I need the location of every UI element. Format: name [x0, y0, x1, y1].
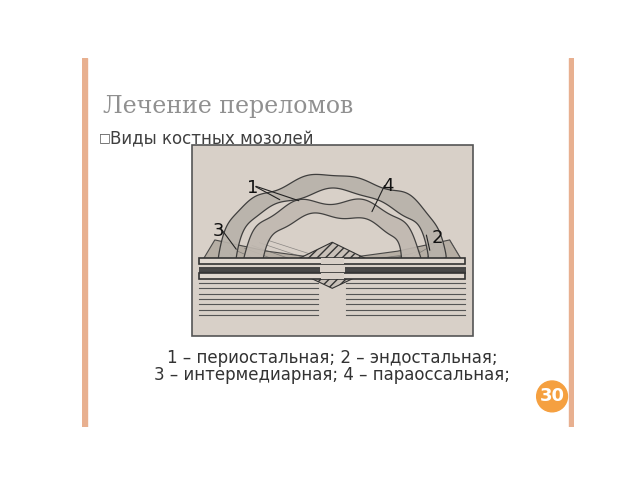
Text: 3 – интермедиарная; 4 – параоссальная;: 3 – интермедиарная; 4 – параоссальная;	[154, 366, 510, 384]
Bar	[82, 58, 87, 427]
Text: 4: 4	[382, 177, 394, 195]
Text: 30: 30	[540, 387, 564, 406]
Polygon shape	[298, 242, 367, 259]
Polygon shape	[218, 174, 446, 262]
Text: 3: 3	[212, 222, 224, 240]
Polygon shape	[339, 240, 461, 259]
Bar	[200, 258, 465, 264]
Circle shape	[537, 381, 568, 412]
Text: Виды костных мозолей: Виды костных мозолей	[110, 131, 314, 149]
Bar	[192, 144, 473, 336]
Polygon shape	[244, 199, 420, 262]
Bar	[321, 273, 344, 279]
Polygon shape	[204, 240, 326, 259]
Text: 2: 2	[432, 228, 444, 247]
Text: □: □	[99, 131, 110, 144]
Bar	[569, 58, 575, 427]
Bar	[200, 273, 465, 279]
Text: Лечение переломов: Лечение переломов	[103, 95, 353, 118]
Polygon shape	[303, 275, 362, 288]
Text: 1 – периостальная; 2 – эндостальная;: 1 – периостальная; 2 – эндостальная;	[167, 349, 497, 367]
Bar	[321, 258, 344, 264]
Text: 1: 1	[247, 179, 259, 197]
